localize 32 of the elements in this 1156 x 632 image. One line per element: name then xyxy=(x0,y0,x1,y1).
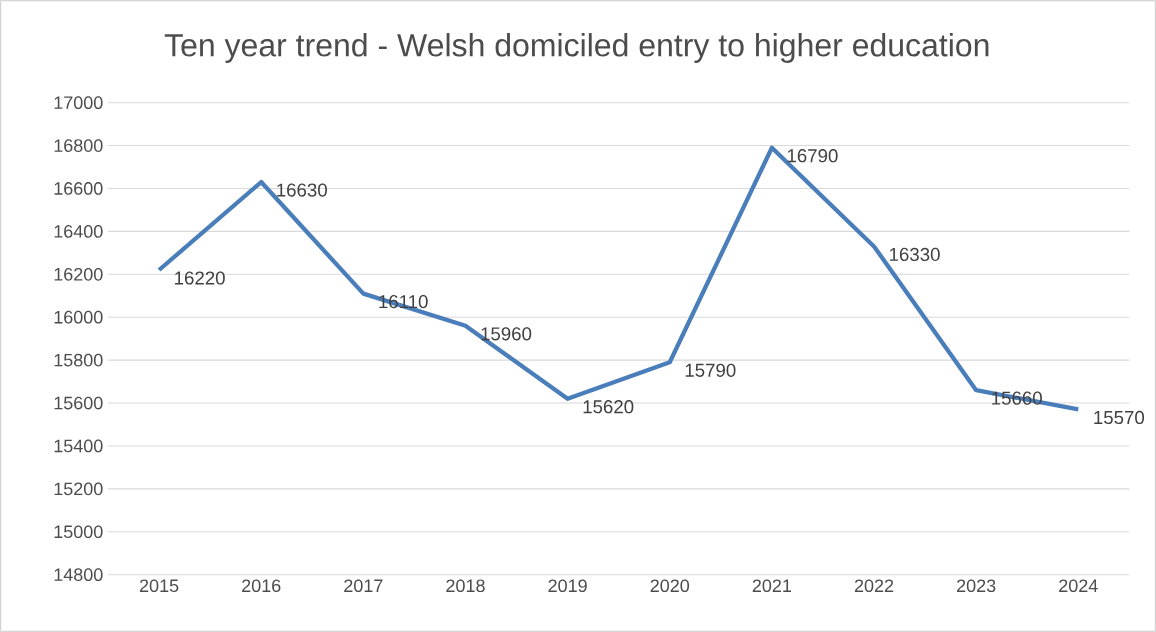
chart-title: Ten year trend - Welsh domiciled entry to higher education xyxy=(164,33,989,63)
y-tick-label: 16400 xyxy=(54,225,103,238)
y-tick-label: 15200 xyxy=(54,482,103,496)
data-label: 16790 xyxy=(787,149,838,163)
y-tick-label: 16200 xyxy=(54,267,103,281)
line-series xyxy=(156,145,1081,412)
x-tick-label: 2017 xyxy=(344,579,383,593)
y-tick-label: 15800 xyxy=(54,353,103,367)
data-label: 16330 xyxy=(890,247,940,262)
x-tick-label: 2019 xyxy=(548,579,587,593)
y-tick-label: 16000 xyxy=(54,310,103,324)
y-tick-label: 16800 xyxy=(54,139,103,152)
y-tick-label: 16600 xyxy=(54,182,103,195)
x-tick-label: 2023 xyxy=(957,579,996,593)
y-tick-label: 15400 xyxy=(54,439,103,453)
x-tick-label: 2015 xyxy=(139,579,179,593)
x-tick-label: 2024 xyxy=(1059,579,1098,593)
x-tick-label: 2022 xyxy=(854,579,894,593)
data-label: 16220 xyxy=(175,271,225,285)
y-tick-label: 15600 xyxy=(54,396,103,410)
y-tick-label: 17000 xyxy=(54,96,103,110)
x-tick-label: 2018 xyxy=(446,579,485,593)
x-tick-label: 2021 xyxy=(752,579,792,593)
y-tick-label: 15000 xyxy=(54,525,103,539)
y-tick-label: 14800 xyxy=(54,568,103,582)
data-label: 15790 xyxy=(685,363,736,377)
x-tick-label: 2016 xyxy=(242,579,281,593)
data-label: 16630 xyxy=(277,183,327,197)
x-tick-label: 2020 xyxy=(650,579,690,593)
data-label: 15960 xyxy=(481,327,532,341)
data-label: 15570 xyxy=(1094,410,1145,425)
data-label: 15620 xyxy=(583,400,634,414)
